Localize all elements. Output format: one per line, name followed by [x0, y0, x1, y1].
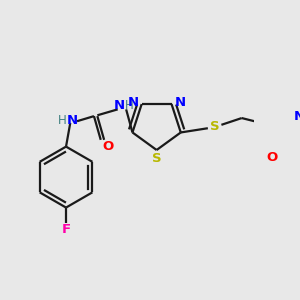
Text: N: N — [128, 96, 139, 109]
Text: H: H — [125, 100, 134, 112]
Text: S: S — [210, 120, 219, 133]
Text: H: H — [57, 114, 66, 127]
Text: S: S — [152, 152, 161, 165]
Text: O: O — [267, 151, 278, 164]
Text: F: F — [61, 223, 70, 236]
Text: N: N — [294, 110, 300, 123]
Text: O: O — [103, 140, 114, 153]
Text: N: N — [66, 114, 77, 127]
Text: N: N — [174, 96, 186, 109]
Text: N: N — [114, 100, 125, 112]
